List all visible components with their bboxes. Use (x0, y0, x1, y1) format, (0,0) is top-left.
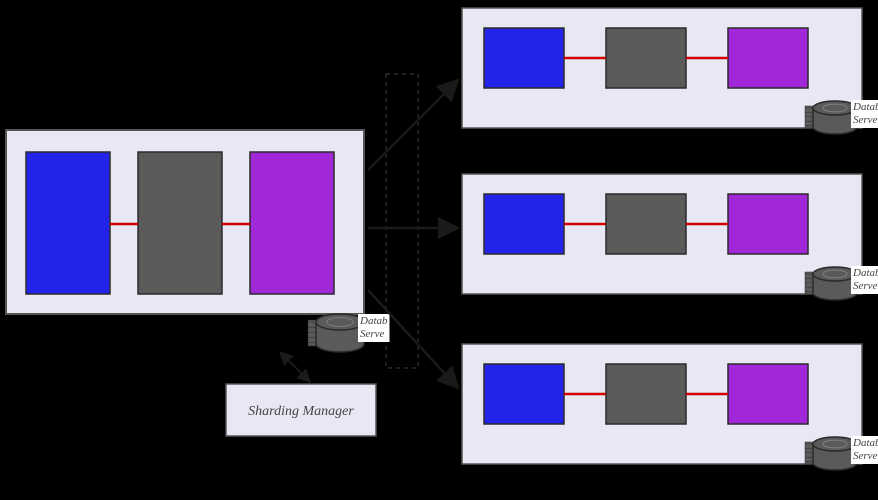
box-shard-0-2 (728, 28, 808, 88)
box-main-0 (26, 152, 110, 294)
box-shard-1-0 (484, 194, 564, 254)
box-main-1 (138, 152, 222, 294)
db-label1-shard-0: Datab (852, 101, 878, 113)
db-label2-shard-2: Serve (853, 450, 878, 462)
box-shard-2-1 (606, 364, 686, 424)
db-label1-shard-1: Datab (852, 267, 878, 279)
box-shard-2-0 (484, 364, 564, 424)
db-label1-main: Datab (359, 315, 388, 327)
db-label2-shard-0: Serve (853, 114, 878, 126)
box-shard-1-2 (728, 194, 808, 254)
db-label2-main: Serve (360, 328, 385, 340)
box-shard-0-1 (606, 28, 686, 88)
box-shard-1-1 (606, 194, 686, 254)
box-shard-2-2 (728, 364, 808, 424)
architecture-diagram: DatabServeDatabServeDatabServeDatabServe… (0, 0, 878, 500)
box-shard-0-0 (484, 28, 564, 88)
box-main-2 (250, 152, 334, 294)
db-label2-shard-1: Serve (853, 280, 878, 292)
sharding-manager-label: Sharding Manager (248, 404, 354, 419)
db-label1-shard-2: Datab (852, 437, 878, 449)
